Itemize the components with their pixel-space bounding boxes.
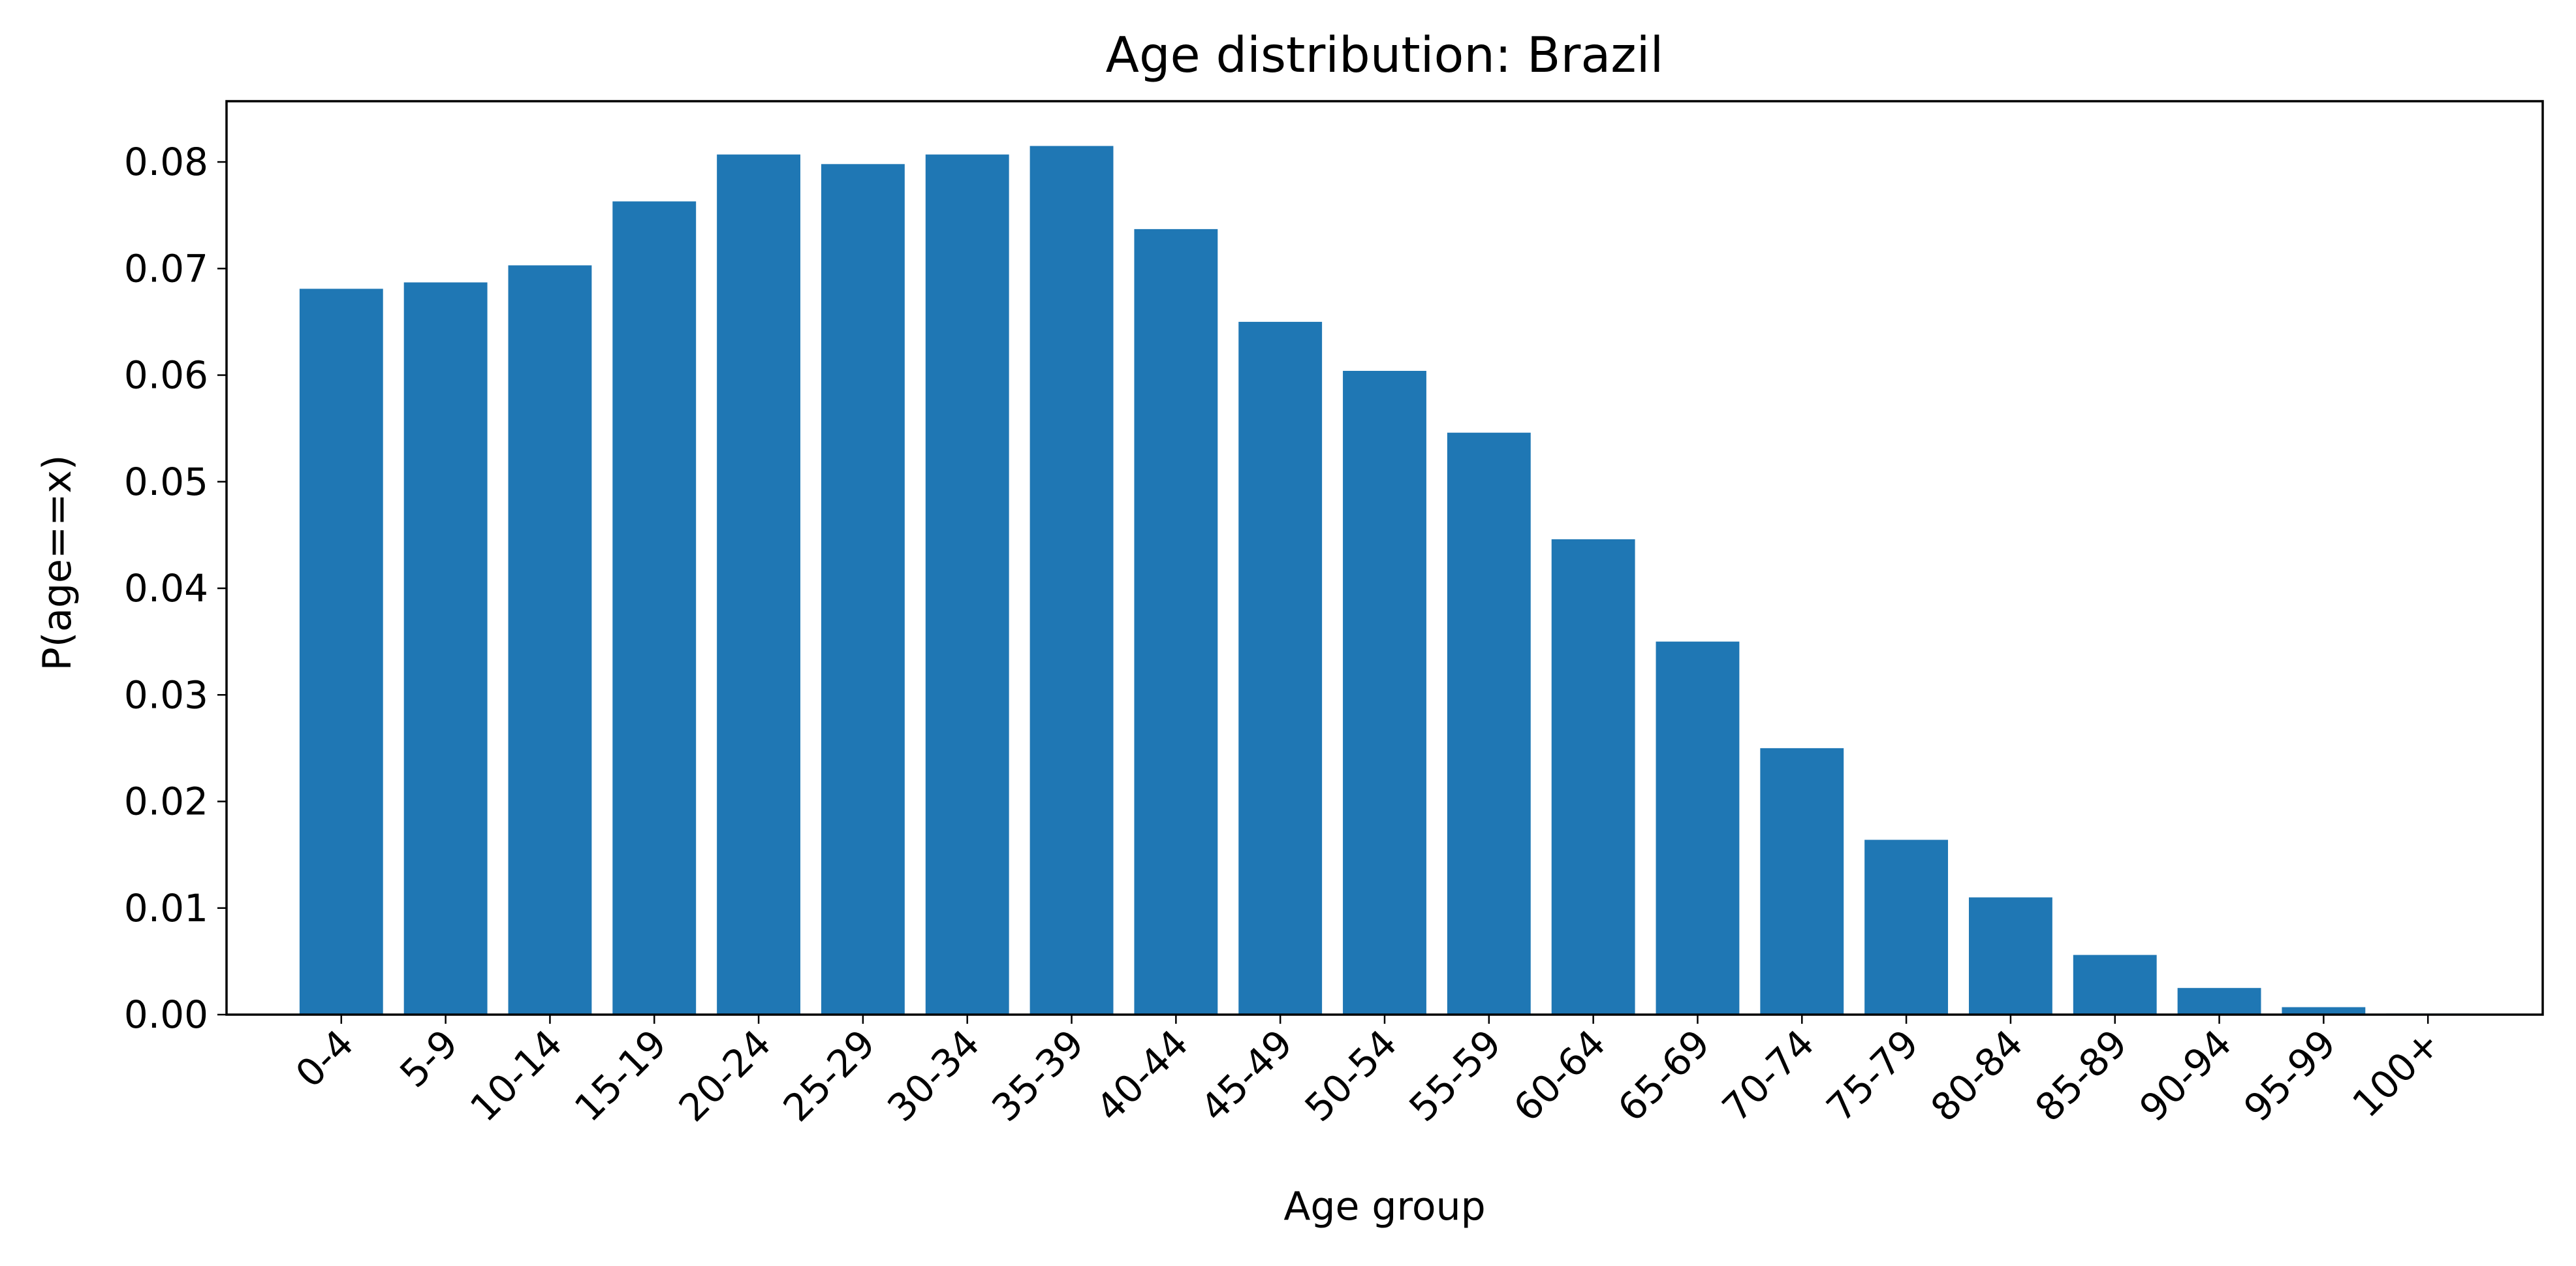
- y-tick-label: 0.01: [124, 886, 208, 930]
- bar-75-79: [1864, 840, 1949, 1015]
- bar-35-39: [1029, 146, 1114, 1015]
- bar-40-44: [1134, 229, 1218, 1015]
- bar-95-99: [2282, 1007, 2366, 1015]
- y-axis-label: P(age==x): [35, 455, 80, 671]
- bar-90-94: [2177, 988, 2261, 1015]
- bar-80-84: [1968, 897, 2052, 1015]
- bar-55-59: [1447, 432, 1531, 1015]
- y-tick-label: 0.00: [124, 992, 208, 1037]
- x-axis-label: Age group: [1283, 1184, 1485, 1229]
- bar-50-54: [1343, 371, 1426, 1015]
- y-tick-label: 0.06: [124, 353, 208, 398]
- bar-65-69: [1656, 641, 1740, 1015]
- bar-20-24: [717, 154, 801, 1015]
- bar-0-4: [299, 289, 383, 1015]
- bar-10-14: [508, 265, 592, 1015]
- bar-85-89: [2073, 955, 2157, 1015]
- chart-title: Age distribution: Brazil: [1106, 26, 1664, 84]
- y-tick-label: 0.05: [124, 460, 208, 504]
- y-ticks-group: 0.00 0.01 0.02 0.03 0.04 0.05 0.06 0.07 0.08: [124, 140, 227, 1037]
- bar-60-64: [1551, 539, 1635, 1015]
- y-tick-label: 0.02: [124, 780, 208, 824]
- bar-30-34: [925, 154, 1009, 1015]
- bar-25-29: [821, 164, 905, 1015]
- y-tick-label: 0.08: [124, 140, 208, 184]
- y-tick-label: 0.03: [124, 673, 208, 717]
- plot-frame: [225, 100, 2544, 1016]
- bar-15-19: [612, 201, 697, 1015]
- bar-5-9: [403, 282, 488, 1015]
- bar-70-74: [1760, 748, 1844, 1015]
- y-tick-label: 0.04: [124, 566, 208, 610]
- y-tick-label: 0.07: [124, 246, 208, 291]
- bar-45-49: [1238, 321, 1323, 1015]
- bars-group: [299, 146, 2470, 1015]
